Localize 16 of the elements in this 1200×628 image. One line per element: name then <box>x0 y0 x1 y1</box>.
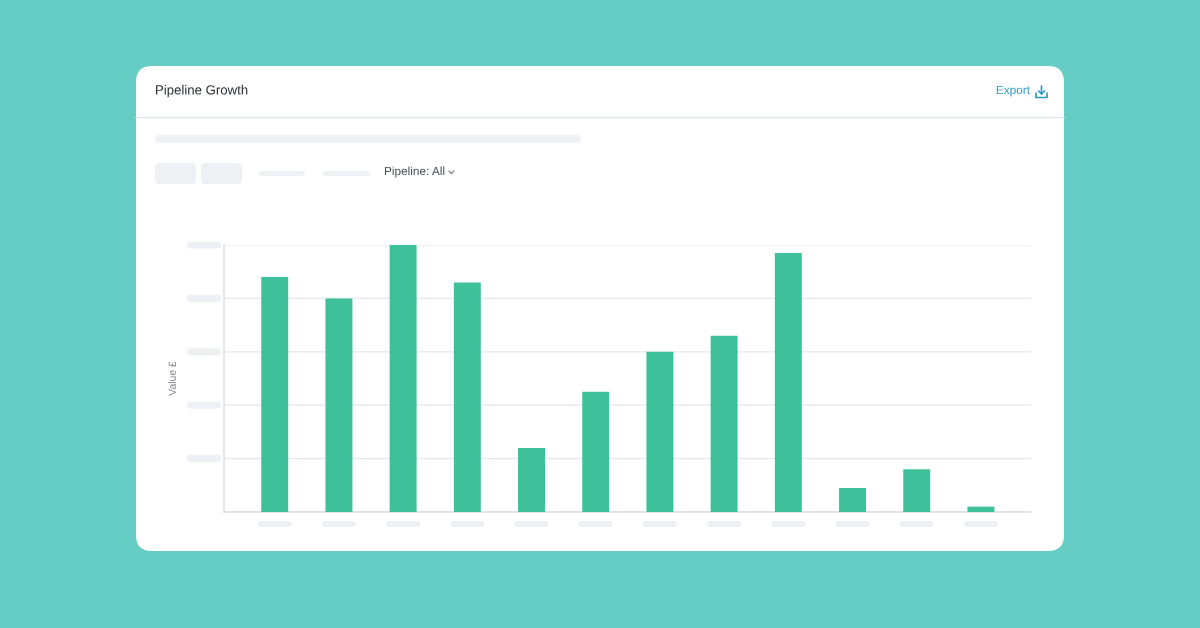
bar <box>839 487 866 512</box>
bar <box>646 351 674 512</box>
bar <box>903 469 931 512</box>
bar <box>710 335 738 512</box>
text: Export <box>996 85 1030 97</box>
bar <box>453 282 481 512</box>
bar <box>774 253 802 512</box>
bar <box>582 391 610 512</box>
chart-title: Pipeline Growth <box>156 84 248 98</box>
bar <box>325 298 353 512</box>
bar <box>967 506 995 512</box>
y-axis-title: Value £ <box>168 361 176 396</box>
text: Pipeline: All <box>384 166 445 178</box>
bar <box>518 447 545 512</box>
bar <box>261 277 289 512</box>
bar <box>389 245 417 512</box>
